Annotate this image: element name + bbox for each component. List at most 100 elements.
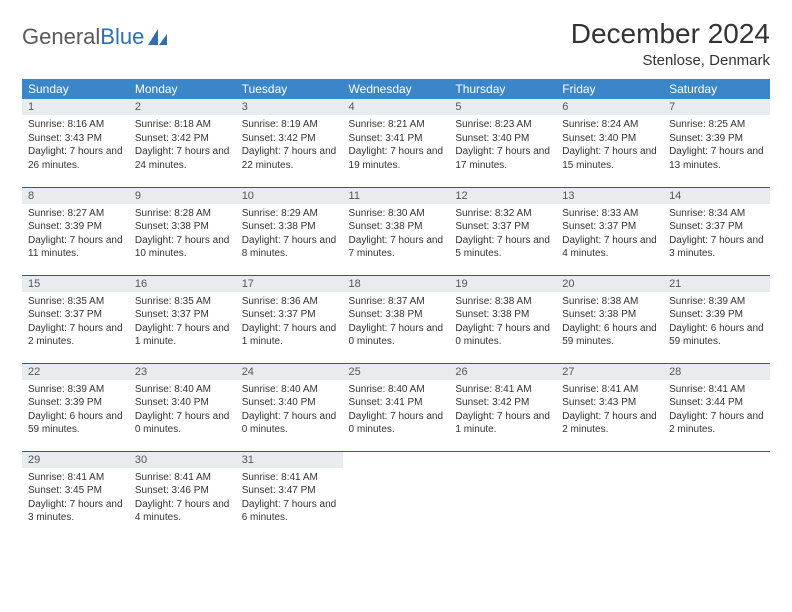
calendar-cell: 26Sunrise: 8:41 AMSunset: 3:42 PMDayligh… (449, 363, 556, 451)
day-header: Monday (129, 79, 236, 99)
day-detail: Sunrise: 8:39 AMSunset: 3:39 PMDaylight:… (22, 380, 129, 441)
calendar-cell: 20Sunrise: 8:38 AMSunset: 3:38 PMDayligh… (556, 275, 663, 363)
calendar-cell: 11Sunrise: 8:30 AMSunset: 3:38 PMDayligh… (343, 187, 450, 275)
daylight-text: Daylight: 7 hours and 0 minutes. (349, 410, 444, 437)
sunrise-text: Sunrise: 8:29 AM (242, 207, 337, 221)
sunrise-text: Sunrise: 8:28 AM (135, 207, 230, 221)
sunrise-text: Sunrise: 8:33 AM (562, 207, 657, 221)
day-detail: Sunrise: 8:28 AMSunset: 3:38 PMDaylight:… (129, 204, 236, 265)
calendar-cell: 31Sunrise: 8:41 AMSunset: 3:47 PMDayligh… (236, 451, 343, 539)
calendar-cell: 18Sunrise: 8:37 AMSunset: 3:38 PMDayligh… (343, 275, 450, 363)
sunset-text: Sunset: 3:38 PM (135, 220, 230, 234)
sunrise-text: Sunrise: 8:35 AM (135, 295, 230, 309)
day-detail: Sunrise: 8:40 AMSunset: 3:40 PMDaylight:… (236, 380, 343, 441)
sunrise-text: Sunrise: 8:24 AM (562, 118, 657, 132)
day-number: 9 (129, 188, 236, 204)
daylight-text: Daylight: 7 hours and 1 minute. (135, 322, 230, 349)
daylight-text: Daylight: 7 hours and 4 minutes. (562, 234, 657, 261)
day-number: 11 (343, 188, 450, 204)
sunset-text: Sunset: 3:39 PM (28, 396, 123, 410)
header: GeneralBlue December 2024 Stenlose, Denm… (22, 18, 770, 69)
daylight-text: Daylight: 7 hours and 15 minutes. (562, 145, 657, 172)
sunset-text: Sunset: 3:40 PM (455, 132, 550, 146)
day-detail: Sunrise: 8:27 AMSunset: 3:39 PMDaylight:… (22, 204, 129, 265)
day-number: 26 (449, 364, 556, 380)
daylight-text: Daylight: 7 hours and 2 minutes. (562, 410, 657, 437)
daylight-text: Daylight: 7 hours and 5 minutes. (455, 234, 550, 261)
sunset-text: Sunset: 3:45 PM (28, 484, 123, 498)
day-number: 15 (22, 276, 129, 292)
daylight-text: Daylight: 7 hours and 0 minutes. (135, 410, 230, 437)
calendar-body: 1Sunrise: 8:16 AMSunset: 3:43 PMDaylight… (22, 99, 770, 539)
sunrise-text: Sunrise: 8:37 AM (349, 295, 444, 309)
sunrise-text: Sunrise: 8:38 AM (562, 295, 657, 309)
sunrise-text: Sunrise: 8:38 AM (455, 295, 550, 309)
sunset-text: Sunset: 3:38 PM (562, 308, 657, 322)
day-detail: Sunrise: 8:16 AMSunset: 3:43 PMDaylight:… (22, 115, 129, 176)
calendar-cell: 25Sunrise: 8:40 AMSunset: 3:41 PMDayligh… (343, 363, 450, 451)
day-detail: Sunrise: 8:41 AMSunset: 3:43 PMDaylight:… (556, 380, 663, 441)
sunrise-text: Sunrise: 8:21 AM (349, 118, 444, 132)
calendar-cell: 1Sunrise: 8:16 AMSunset: 3:43 PMDaylight… (22, 99, 129, 187)
daylight-text: Daylight: 7 hours and 7 minutes. (349, 234, 444, 261)
sunset-text: Sunset: 3:41 PM (349, 396, 444, 410)
sunset-text: Sunset: 3:39 PM (28, 220, 123, 234)
calendar-cell: 10Sunrise: 8:29 AMSunset: 3:38 PMDayligh… (236, 187, 343, 275)
day-number: 6 (556, 99, 663, 115)
brand-logo: GeneralBlue (22, 18, 169, 50)
day-header: Tuesday (236, 79, 343, 99)
day-number: 14 (663, 188, 770, 204)
day-number: 7 (663, 99, 770, 115)
day-header: Wednesday (343, 79, 450, 99)
calendar-cell: 13Sunrise: 8:33 AMSunset: 3:37 PMDayligh… (556, 187, 663, 275)
day-number: 4 (343, 99, 450, 115)
sunrise-text: Sunrise: 8:41 AM (562, 383, 657, 397)
day-number: 16 (129, 276, 236, 292)
sunrise-text: Sunrise: 8:19 AM (242, 118, 337, 132)
sunrise-text: Sunrise: 8:41 AM (28, 471, 123, 485)
calendar-cell: 6Sunrise: 8:24 AMSunset: 3:40 PMDaylight… (556, 99, 663, 187)
day-detail: Sunrise: 8:40 AMSunset: 3:40 PMDaylight:… (129, 380, 236, 441)
day-number: 28 (663, 364, 770, 380)
daylight-text: Daylight: 7 hours and 2 minutes. (28, 322, 123, 349)
day-number: 13 (556, 188, 663, 204)
daylight-text: Daylight: 7 hours and 19 minutes. (349, 145, 444, 172)
sunset-text: Sunset: 3:47 PM (242, 484, 337, 498)
day-number: 22 (22, 364, 129, 380)
daylight-text: Daylight: 7 hours and 17 minutes. (455, 145, 550, 172)
calendar-cell: .. (343, 451, 450, 539)
calendar-cell: 22Sunrise: 8:39 AMSunset: 3:39 PMDayligh… (22, 363, 129, 451)
daylight-text: Daylight: 7 hours and 0 minutes. (455, 322, 550, 349)
day-detail: Sunrise: 8:33 AMSunset: 3:37 PMDaylight:… (556, 204, 663, 265)
day-detail: Sunrise: 8:36 AMSunset: 3:37 PMDaylight:… (236, 292, 343, 353)
calendar-row: 8Sunrise: 8:27 AMSunset: 3:39 PMDaylight… (22, 187, 770, 275)
day-number: 24 (236, 364, 343, 380)
sunrise-text: Sunrise: 8:39 AM (669, 295, 764, 309)
sunset-text: Sunset: 3:40 PM (135, 396, 230, 410)
day-header: Saturday (663, 79, 770, 99)
brand-part2: Blue (100, 24, 144, 50)
page-title: December 2024 (571, 18, 770, 50)
day-detail: Sunrise: 8:40 AMSunset: 3:41 PMDaylight:… (343, 380, 450, 441)
calendar-row: 1Sunrise: 8:16 AMSunset: 3:43 PMDaylight… (22, 99, 770, 187)
day-detail: Sunrise: 8:39 AMSunset: 3:39 PMDaylight:… (663, 292, 770, 353)
calendar-cell: 5Sunrise: 8:23 AMSunset: 3:40 PMDaylight… (449, 99, 556, 187)
sunset-text: Sunset: 3:38 PM (349, 308, 444, 322)
sunrise-text: Sunrise: 8:32 AM (455, 207, 550, 221)
sunrise-text: Sunrise: 8:39 AM (28, 383, 123, 397)
day-detail: Sunrise: 8:32 AMSunset: 3:37 PMDaylight:… (449, 204, 556, 265)
sunrise-text: Sunrise: 8:41 AM (135, 471, 230, 485)
sunrise-text: Sunrise: 8:35 AM (28, 295, 123, 309)
calendar-cell: 2Sunrise: 8:18 AMSunset: 3:42 PMDaylight… (129, 99, 236, 187)
sunset-text: Sunset: 3:39 PM (669, 308, 764, 322)
sunrise-text: Sunrise: 8:16 AM (28, 118, 123, 132)
day-detail: Sunrise: 8:23 AMSunset: 3:40 PMDaylight:… (449, 115, 556, 176)
daylight-text: Daylight: 7 hours and 13 minutes. (669, 145, 764, 172)
calendar-cell: 9Sunrise: 8:28 AMSunset: 3:38 PMDaylight… (129, 187, 236, 275)
sunset-text: Sunset: 3:38 PM (349, 220, 444, 234)
sunset-text: Sunset: 3:37 PM (28, 308, 123, 322)
sunset-text: Sunset: 3:42 PM (242, 132, 337, 146)
daylight-text: Daylight: 7 hours and 8 minutes. (242, 234, 337, 261)
sunrise-text: Sunrise: 8:25 AM (669, 118, 764, 132)
day-number: 25 (343, 364, 450, 380)
